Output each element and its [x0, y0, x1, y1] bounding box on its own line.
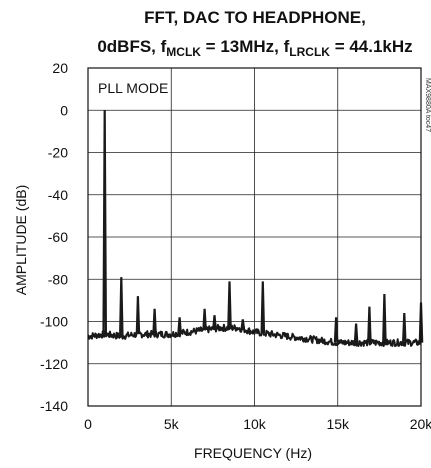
- chart-title-line1: FFT, DAC TO HEADPHONE,: [144, 8, 366, 27]
- x-tick-label: 15k: [326, 416, 350, 432]
- plot-frame: [87, 67, 422, 407]
- x-tick-label: 5k: [164, 416, 180, 432]
- y-tick-label: 20: [52, 60, 68, 76]
- harmonic-peak: [102, 110, 107, 335]
- y-tick-label: -80: [48, 271, 68, 287]
- y-tick-label: -20: [48, 145, 68, 161]
- x-tick-label: 10k: [243, 416, 267, 432]
- harmonic-peak: [212, 315, 217, 329]
- harmonic-peak: [152, 308, 157, 335]
- chart-title-line2: 0dBFS, fMCLK = 13MHz, fLRCLK = 44.1kHz: [97, 37, 412, 59]
- harmonic-peak: [227, 281, 232, 328]
- y-axis-label: AMPLITUDE (dB): [13, 185, 29, 295]
- harmonic-peak: [202, 308, 207, 330]
- noise-floor-line: [87, 323, 422, 347]
- y-tick-label: -120: [40, 356, 68, 372]
- x-tick-labels: 0 5k 10k 15k 20k: [84, 416, 431, 432]
- pll-mode-annotation: PLL MODE: [98, 80, 168, 96]
- y-tick-label: -140: [40, 398, 68, 414]
- y-tick-labels: 20 0 -20 -40 -60 -80 -100 -120 -140: [40, 60, 68, 414]
- harmonic-peak: [260, 281, 266, 334]
- harmonic-peak: [240, 319, 246, 330]
- harmonic-peak: [353, 323, 359, 343]
- harmonic-peak: [177, 317, 182, 334]
- fft-spectrum-series: [87, 110, 424, 347]
- x-axis-label: FREQUENCY (Hz): [194, 445, 312, 461]
- harmonic-peak: [119, 277, 124, 337]
- harmonic-peak: [135, 296, 141, 335]
- figure-id-label: MAX9880A toc47: [424, 78, 431, 132]
- y-tick-label: -60: [48, 229, 68, 245]
- y-tick-label: -40: [48, 187, 68, 203]
- x-tick-label: 0: [84, 416, 92, 432]
- harmonic-peak: [382, 293, 387, 343]
- x-tick-label: 20k: [410, 416, 431, 432]
- y-tick-label: 0: [60, 102, 68, 118]
- y-tick-label: -100: [40, 314, 68, 330]
- harmonic-peak: [402, 313, 407, 343]
- harmonic-peak: [367, 306, 372, 343]
- harmonic-peak: [333, 317, 339, 343]
- grid-lines: [87, 67, 422, 407]
